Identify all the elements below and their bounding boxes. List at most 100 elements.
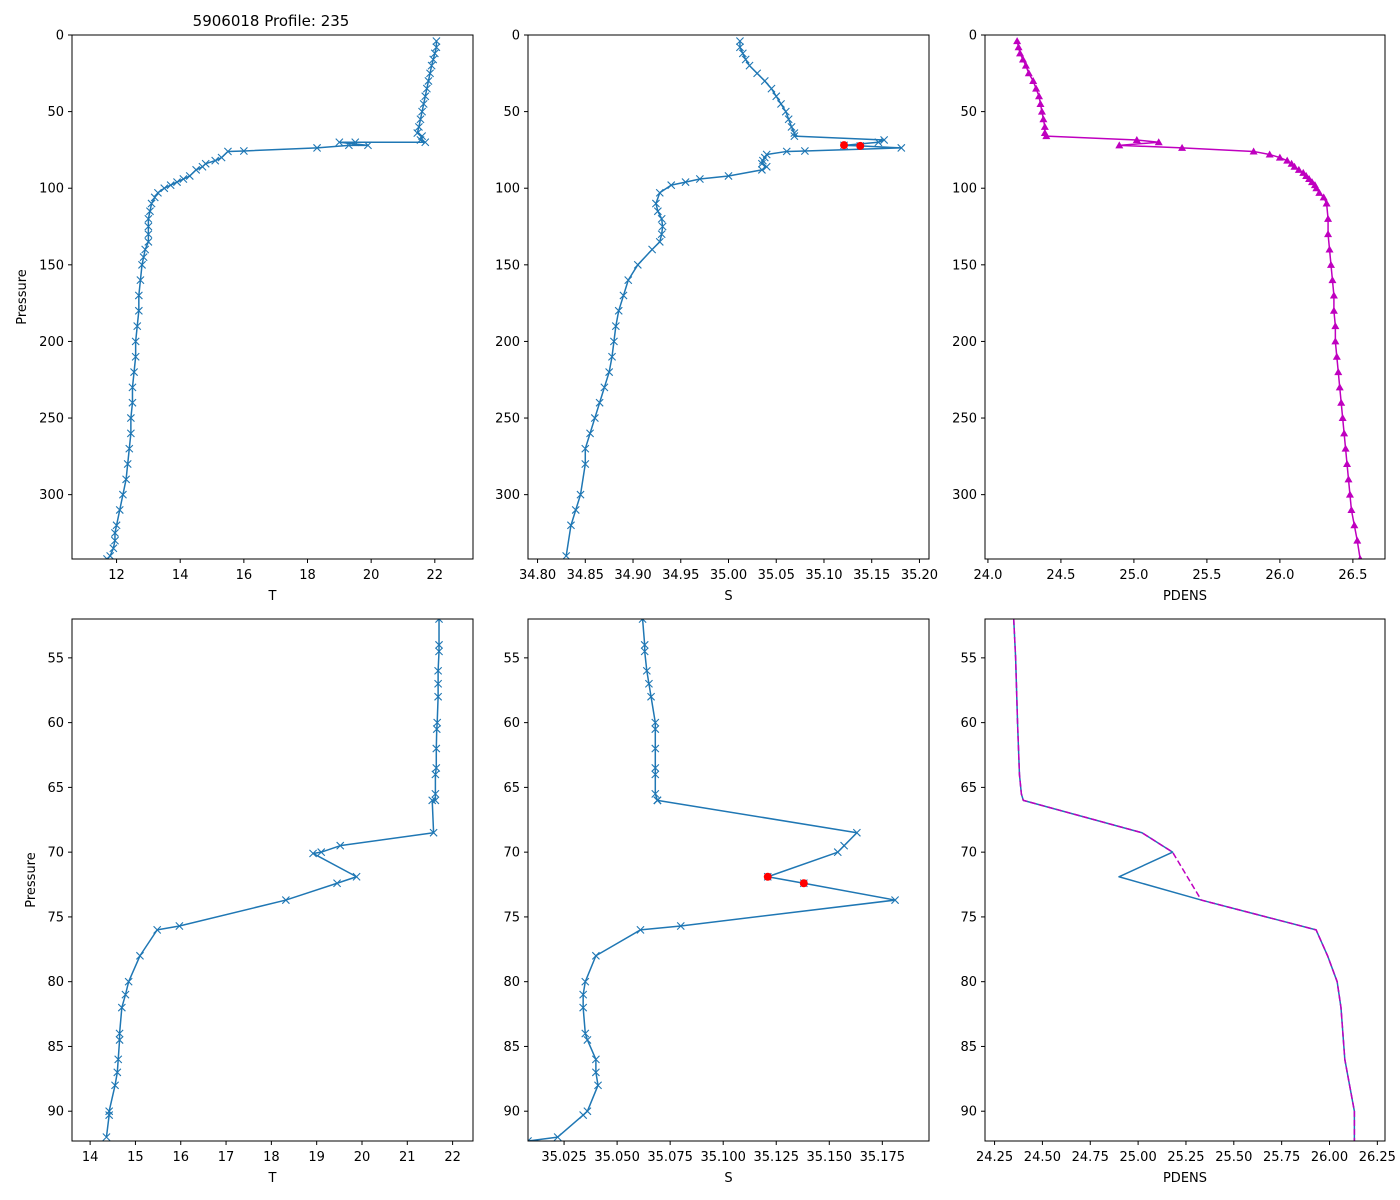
top-salinity-series-flagged xyxy=(840,141,865,150)
top-salinity-series-s-point xyxy=(800,146,809,155)
bottom-temperature-ytick-label: 55 xyxy=(47,651,64,666)
top-temperature-series-t-point xyxy=(166,181,175,190)
bottom-temperature-series-t-point xyxy=(431,796,440,805)
bottom-temperature-series-t xyxy=(102,619,444,1141)
top-salinity-series-s-point xyxy=(760,76,769,85)
bottom-temperature-series-t-point xyxy=(135,951,144,960)
top-salinity-series-s-point xyxy=(586,429,595,438)
top-salinity-xlabel: S xyxy=(724,589,732,604)
bottom-density-ytick-label: 90 xyxy=(960,1105,977,1120)
top-temperature-xtick-label: 20 xyxy=(363,568,380,583)
top-temperature-series-t-point xyxy=(419,99,428,108)
top-temperature-series-t-point xyxy=(128,383,137,392)
top-temperature-series-t-point xyxy=(145,207,154,216)
top-density-series-pdens-point xyxy=(1029,76,1038,84)
top-density-series-pdens-point xyxy=(1315,188,1324,196)
bottom-temperature-axes: 14 15 16 17 18 19 20 21 22 55 60 65 70 75 80 85 90 T Press… xyxy=(24,618,474,1186)
bottom-salinity-series-s-point xyxy=(651,725,660,734)
top-temperature-series-t-point xyxy=(144,230,153,239)
bottom-salinity-series-s-point xyxy=(579,990,588,999)
top-density-series-pdens-point xyxy=(1115,141,1124,149)
top-salinity-series-s-point xyxy=(790,129,799,138)
top-salinity-series-s-point xyxy=(738,49,747,58)
top-salinity-series-s-point xyxy=(897,143,906,152)
top-density-series-pdens-point xyxy=(1325,245,1334,253)
bottom-salinity-xtick-label: 35.075 xyxy=(647,1150,693,1165)
top-temperature-series-t-point xyxy=(179,175,188,184)
top-temperature-plot-area xyxy=(103,37,441,559)
top-temperature-series-t-point xyxy=(144,222,153,231)
top-salinity-series-s-point xyxy=(724,171,733,180)
bottom-salinity-series-s-point xyxy=(579,1111,588,1120)
top-density-ytick-label: 0 xyxy=(969,29,977,44)
top-temperature-ytick-label: 50 xyxy=(47,105,64,120)
bottom-salinity-ytick-label: 65 xyxy=(503,781,520,796)
top-temperature-series-t-point xyxy=(141,245,150,254)
bottom-salinity-series-flagged-point xyxy=(763,872,772,881)
top-temperature-series-t-point xyxy=(223,147,232,156)
bottom-density-ytick-label: 80 xyxy=(960,975,977,990)
top-density-series-pdens-point xyxy=(1353,536,1362,544)
top-density-series-pdens-point xyxy=(1016,49,1025,57)
bottom-temperature-ytick-label: 80 xyxy=(47,975,64,990)
figure-title: 5906018 Profile: 235 xyxy=(193,12,350,30)
bottom-density-axes: 24.25 24.50 24.75 25.00 25.25 25.50 25.75 26.00… xyxy=(960,618,1396,1186)
top-density-xlabel: PDENS xyxy=(1163,589,1207,604)
bottom-salinity-ytick-label: 90 xyxy=(503,1105,520,1120)
top-temperature-series-t-point xyxy=(335,138,344,147)
top-temperature-series-t-point xyxy=(416,115,425,124)
bottom-density-xtick-label: 25.50 xyxy=(1215,1150,1252,1165)
top-density-series-pdens-point xyxy=(1042,132,1051,140)
top-salinity-series-s-point xyxy=(600,383,609,392)
top-density-series-pdens-point xyxy=(1331,337,1340,345)
bottom-temperature-series-t-point xyxy=(175,921,184,930)
bottom-density-ytick-label: 85 xyxy=(960,1040,977,1055)
bottom-salinity-series-flagged-point xyxy=(799,879,808,888)
top-temperature-series-t-point xyxy=(414,122,423,131)
bottom-salinity-series-s-point xyxy=(653,796,662,805)
bottom-salinity-series-s-point xyxy=(553,1133,562,1141)
top-density-series-pdens-point xyxy=(1343,460,1352,468)
top-salinity-series-flagged-point xyxy=(840,141,849,150)
bottom-density-xtick-label: 25.75 xyxy=(1263,1150,1300,1165)
bottom-temperature-series-t-point xyxy=(124,977,133,986)
top-salinity-series-s-point xyxy=(757,165,766,174)
top-salinity-plot-area xyxy=(562,37,906,559)
top-temperature-series-t-point xyxy=(128,398,137,407)
bottom-temperature-series-t-point xyxy=(309,849,318,858)
top-temperature-series-t-point xyxy=(429,55,438,64)
bottom-temperature-ytick-label: 90 xyxy=(47,1105,64,1120)
top-density-series-pdens-point xyxy=(1014,43,1023,51)
bottom-density-ytick-label: 70 xyxy=(960,846,977,861)
bottom-temperature-xtick-label: 20 xyxy=(354,1150,371,1165)
bottom-temperature-series-t-point xyxy=(336,841,345,850)
bottom-temperature-xlabel: T xyxy=(268,1171,277,1186)
bottom-salinity-series-s-point xyxy=(591,1055,600,1064)
top-density-xtick-label: 24.5 xyxy=(1046,568,1075,583)
top-density-series-pdens-point xyxy=(1345,490,1354,498)
bottom-temperature-xtick-label: 15 xyxy=(127,1150,144,1165)
bottom-salinity-series-s-point xyxy=(581,977,590,986)
top-temperature-series-t-point xyxy=(136,276,145,285)
top-density-series-pdens-point xyxy=(1021,61,1030,69)
bottom-salinity-xtick-label: 35.175 xyxy=(860,1150,906,1165)
bottom-temperature-series-t-point xyxy=(435,619,444,623)
top-temperature-series-t-point xyxy=(344,141,353,150)
top-temperature-series-t-point xyxy=(103,555,111,559)
top-temperature-series-t-point xyxy=(192,165,201,174)
top-density-ytick-label: 200 xyxy=(952,335,977,350)
top-density-series-pdens-point xyxy=(1039,115,1048,123)
top-temperature-series-t-point xyxy=(418,107,427,116)
bottom-temperature-series-t-point xyxy=(435,640,444,649)
bottom-salinity-series-s-point xyxy=(591,1068,600,1077)
top-salinity-series-s-point xyxy=(681,178,690,187)
top-temperature-series-t-point xyxy=(239,146,248,155)
top-density-series-pdens-point xyxy=(1013,37,1022,45)
top-salinity-series-s-point xyxy=(576,490,585,499)
top-salinity-xtick-label: 34.95 xyxy=(662,568,699,583)
bottom-temperature-series-t-point xyxy=(117,1003,126,1012)
top-density-series-pdens-point xyxy=(1154,138,1163,146)
bottom-salinity-ytick-label: 55 xyxy=(503,651,520,666)
bottom-temperature-series-t-point xyxy=(317,848,326,857)
top-salinity-series-s-point xyxy=(874,138,883,147)
